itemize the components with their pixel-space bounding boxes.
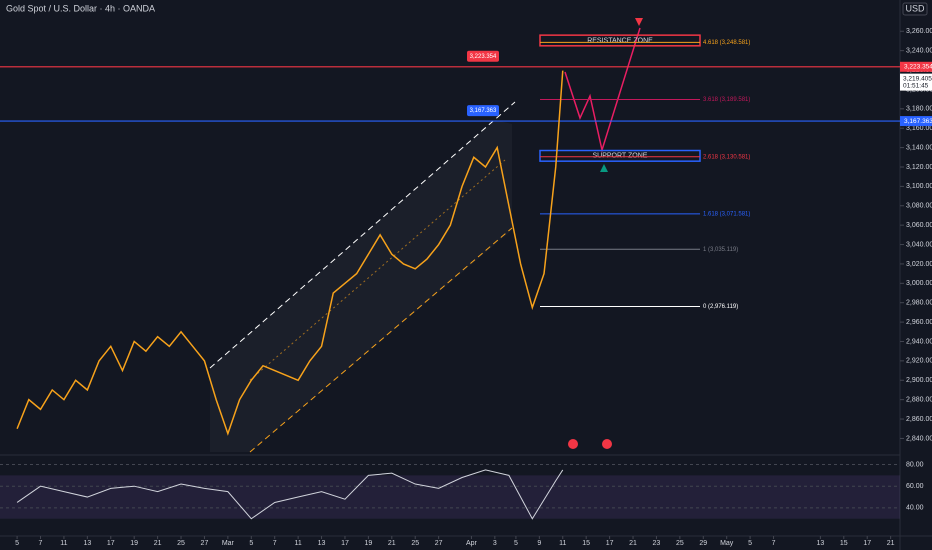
price-line [16, 70, 564, 436]
y-tick-label: 2,940.000 [906, 338, 932, 345]
y-tick-label: 3,020.000 [906, 261, 932, 268]
x-tick-label: 21 [887, 540, 895, 547]
y-tick-label: 3,120.000 [906, 164, 932, 171]
x-tick-label: 13 [318, 540, 326, 547]
y-tick-label: 3,260.000 [906, 28, 932, 35]
rsi-tick-label: 40.00 [906, 505, 924, 512]
y-tick-label: 2,980.000 [906, 300, 932, 307]
x-tick-label: 17 [107, 540, 115, 547]
countdown: 01:51:45 [903, 82, 929, 89]
x-tick-label: 27 [435, 540, 443, 547]
axis-tag [900, 61, 932, 72]
x-tick-label: 25 [177, 540, 185, 547]
rsi-tick-label: 60.00 [906, 483, 924, 490]
x-tick-label: 15 [582, 540, 590, 547]
x-tick-label: 13 [816, 540, 824, 547]
y-tick-label: 3,160.000 [906, 125, 932, 132]
fib-label: 3.618 (3,189.581) [703, 97, 750, 103]
x-tick-label: 7 [273, 540, 277, 547]
fib-label: 1 (3,035.119) [703, 247, 738, 253]
axis-tag-label: 3,223.354 [904, 64, 932, 71]
zone-label: SUPPORT ZONE [593, 153, 648, 160]
axis-tag-label: 3,167.363 [904, 118, 932, 125]
fib-label: 1.618 (3,071.581) [703, 212, 750, 218]
y-tick-label: 2,960.000 [906, 319, 932, 326]
y-tick-label: 3,080.000 [906, 203, 932, 210]
x-tick-label: 5 [748, 540, 752, 547]
x-tick-label: 25 [676, 540, 684, 547]
x-tick-label: 11 [60, 540, 67, 547]
up-arrow [600, 164, 608, 172]
x-tick-label: 5 [514, 540, 518, 547]
projection-path [564, 27, 641, 153]
x-tick-label: 19 [364, 540, 372, 547]
x-tick-label: 15 [840, 540, 848, 547]
x-tick-label: 25 [411, 540, 419, 547]
zone [539, 149, 701, 162]
rsi-tick-label: 80.00 [906, 461, 924, 468]
y-tick-label: 3,000.000 [906, 280, 932, 287]
x-tick-label: 21 [388, 540, 396, 547]
x-tick-label: 17 [606, 540, 614, 547]
channel-top [209, 101, 516, 369]
x-tick-label: 21 [629, 540, 637, 547]
y-tick-label: 3,180.000 [906, 106, 932, 113]
zone [539, 34, 701, 47]
level-tag [467, 50, 499, 62]
currency[interactable]: USD [905, 3, 925, 13]
x-tick-label: 23 [653, 540, 661, 547]
x-tick-label: 17 [341, 540, 349, 547]
x-tick-label: 27 [201, 540, 209, 547]
x-tick-label: 9 [537, 540, 541, 547]
x-tick-label: 29 [699, 540, 707, 547]
y-tick-label: 2,920.000 [906, 358, 932, 365]
y-tick-label: 3,240.000 [906, 47, 932, 54]
x-tick-label: 11 [559, 540, 566, 547]
channel-mid [249, 159, 506, 381]
rsi-band [0, 475, 900, 519]
last-price-tag [900, 73, 932, 91]
x-tick-label: 7 [39, 540, 43, 547]
y-tick-label: 2,900.000 [906, 377, 932, 384]
level-tag [467, 105, 499, 117]
currency-box[interactable] [902, 2, 928, 16]
channel-bottom [249, 227, 513, 453]
x-tick-label: 7 [772, 540, 776, 547]
y-tick-label: 3,100.000 [906, 183, 932, 190]
rsi-line [16, 469, 564, 520]
level-tag-label: 3,167.363 [470, 108, 497, 114]
x-tick-label: 5 [249, 540, 253, 547]
x-tick-label: Mar [222, 540, 235, 547]
y-tick-label: 3,040.000 [906, 241, 932, 248]
x-tick-label: 11 [294, 540, 301, 547]
y-tick-label: 2,840.000 [906, 435, 932, 442]
y-tick-label: 3,060.000 [906, 222, 932, 229]
y-tick-label: 3,140.000 [906, 144, 932, 151]
x-tick-label: Apr [466, 540, 478, 547]
fib-label: 2.618 (3,130.581) [703, 154, 750, 160]
event-icon[interactable] [568, 439, 578, 449]
axis-tag [900, 116, 932, 127]
last-price-label: 3,219.405 [903, 75, 932, 82]
fib-label: 4.618 (3,248.581) [703, 40, 750, 46]
y-tick-label: 2,880.000 [906, 396, 932, 403]
y-tick-label: 2,860.000 [906, 416, 932, 423]
fib-label: 0 (2,976.119) [703, 304, 738, 310]
event-icon[interactable] [602, 439, 612, 449]
x-tick-label: 17 [863, 540, 871, 547]
channel-fill [210, 120, 512, 452]
down-arrow [635, 18, 643, 26]
x-tick-label: 21 [154, 540, 162, 547]
x-tick-label: 3 [493, 540, 497, 547]
chart-title: Gold Spot / U.S. Dollar · 4h · OANDA [6, 3, 155, 13]
zone-label: RESISTANCE ZONE [587, 37, 653, 44]
level-tag-label: 3,223.354 [470, 54, 497, 60]
x-tick-label: 19 [130, 540, 138, 547]
x-tick-label: 5 [15, 540, 19, 547]
x-tick-label: May [720, 540, 734, 547]
x-tick-label: 13 [83, 540, 91, 547]
